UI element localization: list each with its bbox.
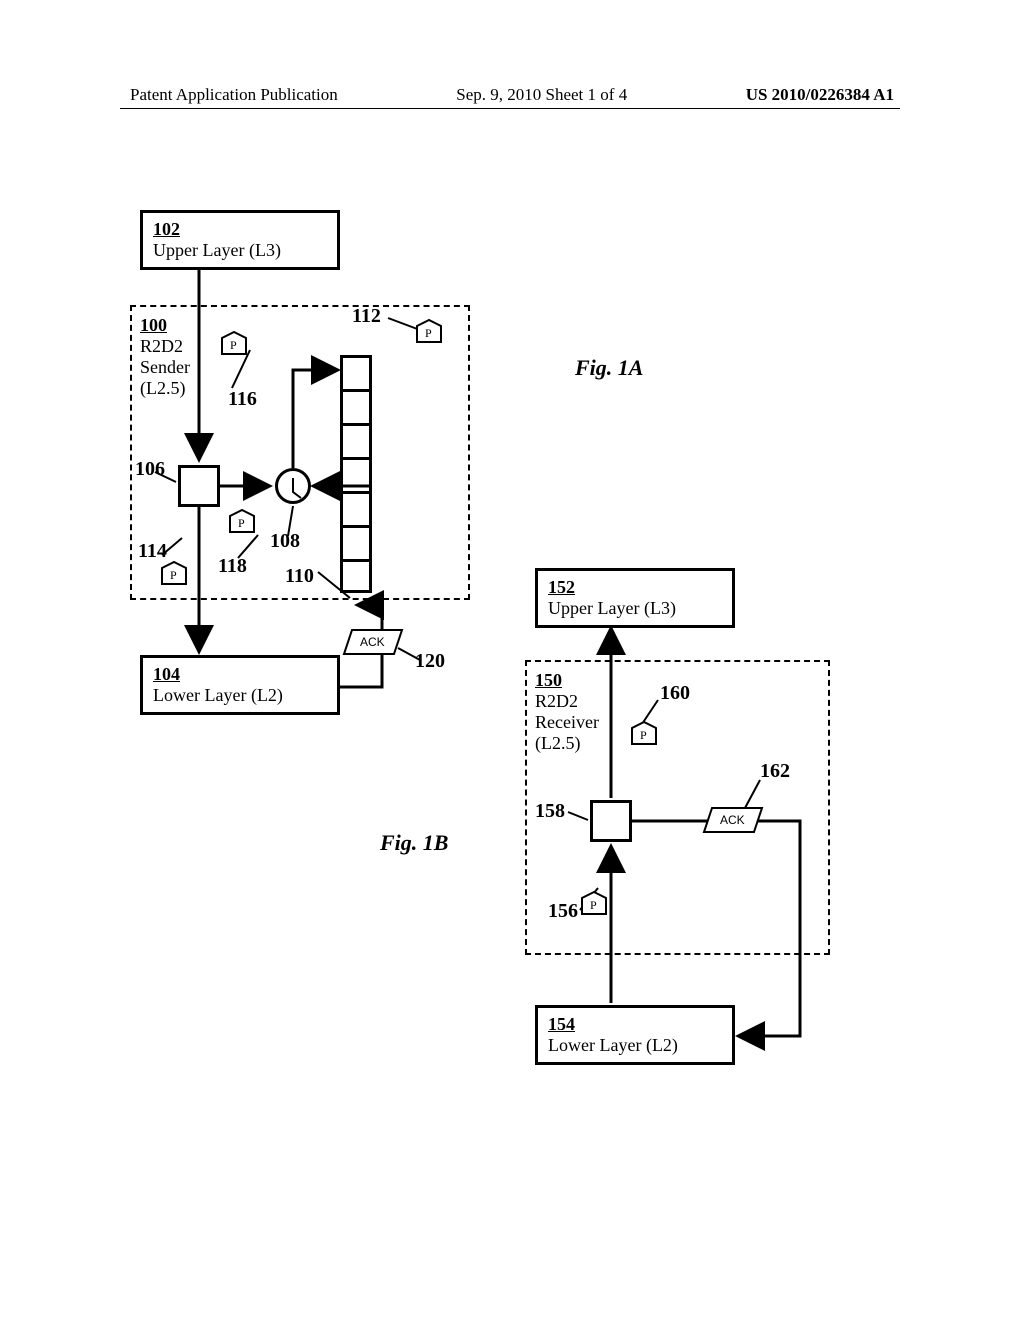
svg-text:ACK: ACK: [720, 813, 745, 827]
header-left: Patent Application Publication: [130, 85, 338, 105]
svg-text:P: P: [640, 728, 647, 742]
packet-icon: P: [580, 890, 608, 916]
ref-156-label: 156: [548, 900, 578, 923]
ref-158-label: 158: [535, 800, 565, 823]
svg-text:P: P: [590, 898, 597, 912]
header-mid: Sep. 9, 2010 Sheet 1 of 4: [456, 85, 627, 105]
packet-icon: P: [630, 720, 658, 746]
header-rule: [120, 108, 900, 109]
header-right: US 2010/0226384 A1: [746, 85, 894, 105]
ack-icon: ACK: [702, 806, 764, 834]
ref-162-label: 162: [760, 760, 790, 783]
ref-160-label: 160: [660, 682, 690, 705]
fig-1b-label: Fig. 1B: [380, 830, 448, 856]
page-header: Patent Application Publication Sep. 9, 2…: [0, 85, 1024, 105]
arrows-fig-b: [120, 210, 880, 1090]
diagram-area: 102 Upper Layer (L3) 100 R2D2 Sender (L2…: [120, 210, 900, 1170]
